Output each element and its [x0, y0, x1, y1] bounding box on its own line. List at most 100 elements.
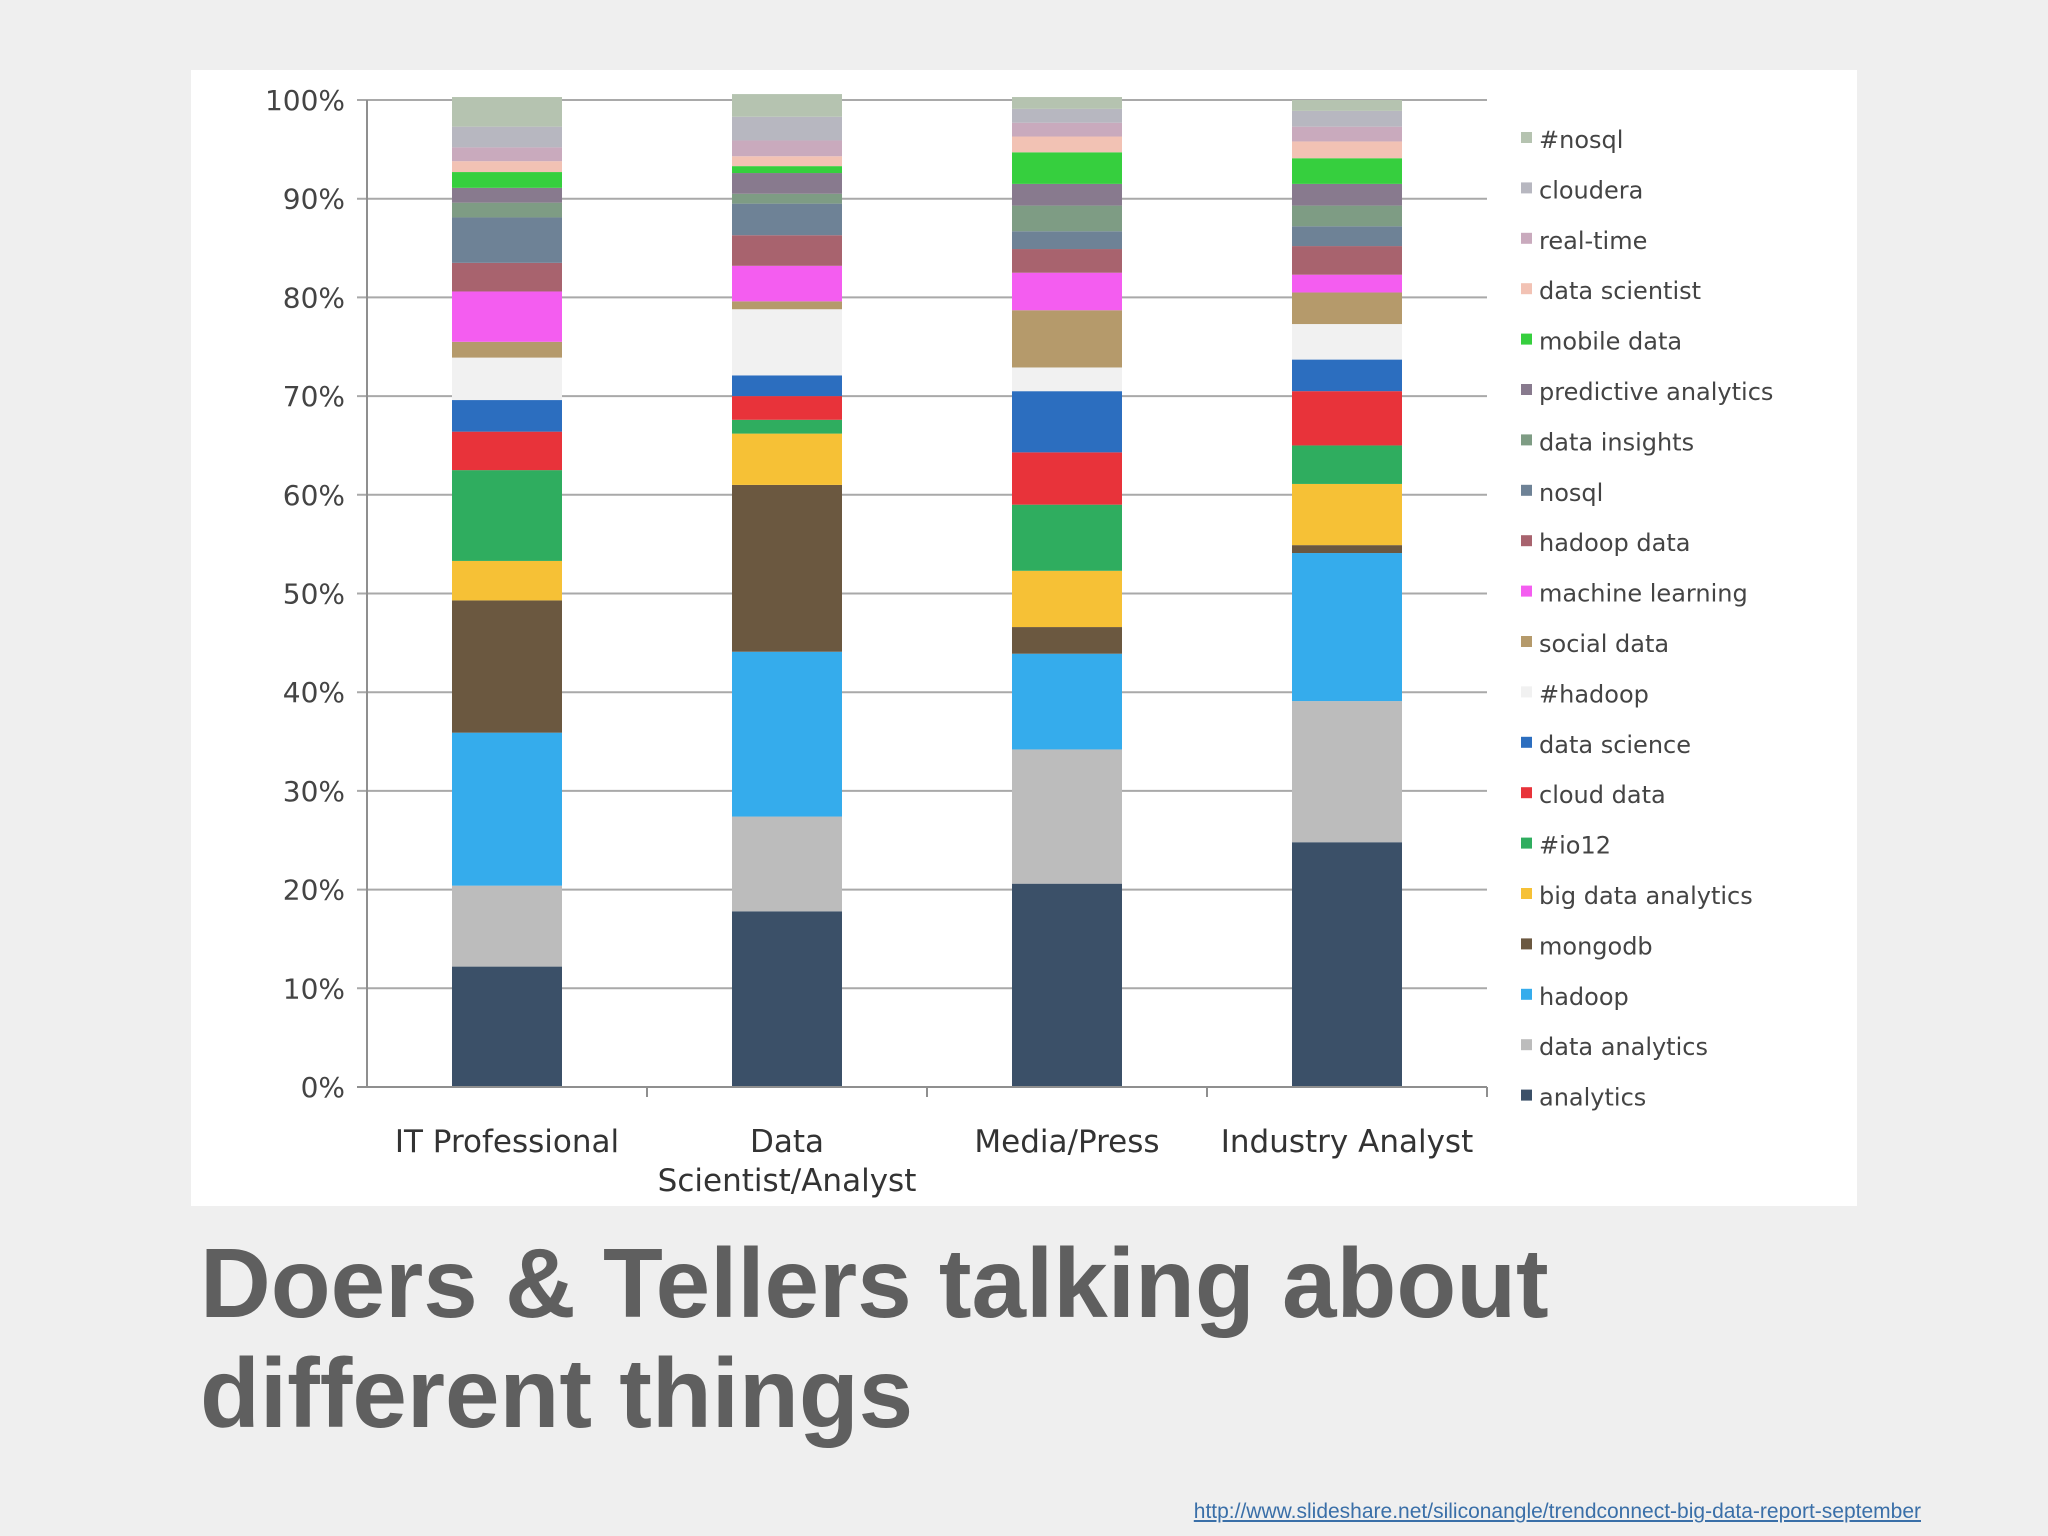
bar-segment--io12 [1292, 445, 1402, 484]
legend-label: hadoop [1539, 983, 1629, 1011]
bar-segment-cloud-data [732, 396, 842, 420]
bar-segment-real-time [1012, 122, 1122, 137]
slide-title: Doers & Tellers talking about different … [200, 1228, 1549, 1448]
bar-segment-analytics [452, 966, 562, 1087]
bar-segment-real-time [452, 147, 562, 162]
stacked-bar-chart: 0% 10% 20% 30% 40% 50% 60% 70% 80% 90% 100% IT Prof… [265, 84, 1773, 1199]
bar-segment-machine-learning [452, 291, 562, 342]
legend-label: data scientist [1539, 277, 1701, 305]
bar-segment-predictive-analytics [1012, 183, 1122, 206]
y-tick-label: 40% [283, 676, 345, 709]
legend-swatch [1521, 182, 1532, 194]
legend-label: predictive analytics [1539, 378, 1773, 406]
bar-segment--io12 [1012, 504, 1122, 571]
y-tick-label: 50% [283, 578, 345, 611]
bar-segment-cloudera [1292, 110, 1402, 127]
bar-segment-big-data-analytics [1292, 483, 1402, 546]
x-tick-label: Scientist/Analyst [658, 1163, 917, 1199]
bar-segment-social-data [452, 341, 562, 358]
bar-segment-predictive-analytics [452, 187, 562, 203]
y-tick-label: 70% [283, 380, 345, 413]
bar-segment--nosql [732, 94, 842, 117]
bar-segment-data-insights [732, 193, 842, 204]
bar-segment-data-analytics [452, 885, 562, 967]
bar-segment--hadoop [1012, 367, 1122, 392]
legend-label: analytics [1539, 1084, 1646, 1112]
legend-label: mobile data [1539, 328, 1682, 356]
bar-segment-machine-learning [1292, 274, 1402, 293]
bar-segment-data-scientist [732, 156, 842, 167]
bar-segment-nosql [452, 217, 562, 263]
y-tick-label: 80% [283, 281, 345, 314]
legend-swatch [1521, 888, 1532, 899]
bar-segment--hadoop [452, 357, 562, 401]
bar-segment-hadoop [732, 651, 842, 817]
legend-swatch [1521, 132, 1532, 143]
legend-swatch [1521, 484, 1532, 496]
bar-segment-real-time [732, 140, 842, 157]
bar-segment--nosql [1012, 97, 1122, 109]
bar-segment-nosql [732, 203, 842, 236]
bar-segment-big-data-analytics [1012, 570, 1122, 628]
bar-segment-hadoop [452, 732, 562, 886]
y-tick-label: 30% [283, 775, 345, 808]
bar-segment-cloud-data [1012, 452, 1122, 505]
bar-segment-data-analytics [732, 816, 842, 912]
bar-segment-data-analytics [1292, 701, 1402, 843]
bar-segment-mobile-data [732, 166, 842, 174]
bar-segment-hadoop-data [452, 262, 562, 292]
bar-segment-data-scientist [1012, 136, 1122, 153]
legend-swatch [1521, 535, 1532, 547]
bar-segment-machine-learning [732, 265, 842, 302]
bar-segment-predictive-analytics [1292, 183, 1402, 206]
bar-segment-hadoop-data [732, 235, 842, 266]
bar-segment-data-science [1012, 391, 1122, 453]
bar-segment--hadoop [1292, 324, 1402, 360]
bar-segment-mongodb [1292, 545, 1402, 554]
bar-segment--io12 [732, 419, 842, 434]
bar-segment-cloudera [1012, 108, 1122, 123]
legend-swatch [1521, 384, 1532, 395]
legend-swatch [1521, 333, 1532, 345]
bar-segment-data-scientist [1292, 141, 1402, 159]
legend-label: mongodb [1539, 932, 1653, 960]
legend-swatch [1521, 283, 1532, 295]
x-tick-label: IT Professional [395, 1124, 619, 1160]
legend-label: real-time [1539, 227, 1647, 255]
bar-segment-mongodb [1012, 627, 1122, 654]
legend-label: hadoop data [1539, 529, 1690, 557]
bar-segment-big-data-analytics [732, 433, 842, 485]
bar-segment-hadoop-data [1292, 246, 1402, 275]
bar-segment-cloud-data [1292, 391, 1402, 446]
legend-label: data analytics [1539, 1033, 1708, 1061]
bar-segment-mongodb [452, 600, 562, 733]
legend-swatch [1521, 938, 1532, 950]
bar-segment-data-insights [452, 202, 562, 218]
bar-segment-nosql [1292, 226, 1402, 247]
bar-segment--nosql [452, 97, 562, 127]
x-tick-label: Media/Press [974, 1124, 1159, 1160]
chart-panel: 0% 10% 20% 30% 40% 50% 60% 70% 80% 90% 100% IT Prof… [191, 70, 1857, 1206]
bar-segment-mobile-data [1292, 158, 1402, 184]
source-link[interactable]: http://www.slideshare.net/siliconangle/t… [1193, 1500, 1921, 1523]
legend-swatch [1521, 787, 1532, 799]
bar-segment-mongodb [732, 484, 842, 652]
bar-segment--hadoop [732, 309, 842, 376]
legend-swatch [1521, 736, 1532, 748]
bar-segment-predictive-analytics [732, 173, 842, 194]
bar-segment-nosql [1012, 231, 1122, 250]
bar-segment-mobile-data [1012, 152, 1122, 184]
bar-segment-cloud-data [452, 431, 562, 471]
bar-segment-analytics [732, 911, 842, 1087]
legend-label: cloud data [1539, 781, 1666, 809]
legend-label: big data analytics [1539, 882, 1753, 910]
bar-segment-social-data [732, 301, 842, 310]
legend-label: data science [1539, 731, 1691, 759]
bar-segment-data-science [452, 400, 562, 432]
legend-label: data insights [1539, 428, 1694, 456]
legend-label: #hadoop [1539, 680, 1649, 708]
legend-swatch [1521, 686, 1532, 698]
legend-swatch [1521, 636, 1532, 647]
legend-label: machine learning [1539, 580, 1748, 608]
bar-segment-social-data [1012, 310, 1122, 368]
